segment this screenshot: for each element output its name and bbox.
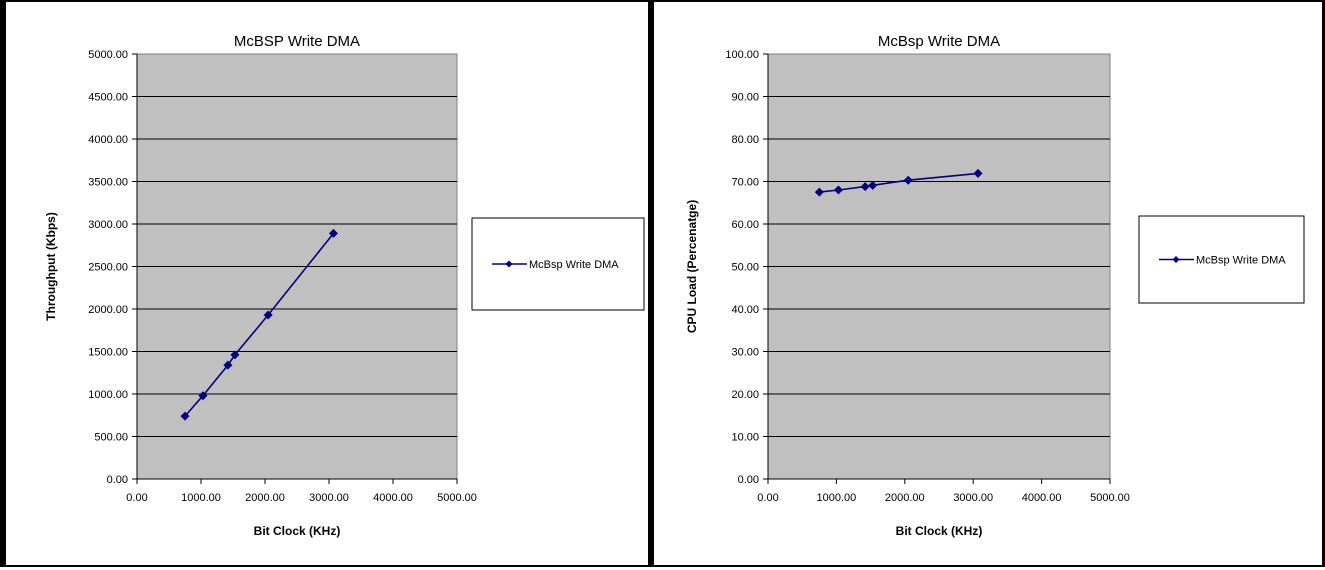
x-tick-label: 0.00 xyxy=(126,492,147,504)
y-tick-label: 3500.00 xyxy=(88,177,128,189)
x-tick-label: 1000.00 xyxy=(181,492,221,504)
data-point xyxy=(868,180,878,190)
y-tick-label: 5000.00 xyxy=(88,49,128,61)
y-tick-label: 90.00 xyxy=(731,92,759,104)
legend-marker xyxy=(505,260,513,268)
x-axis-label: Bit Clock (KHz) xyxy=(254,524,341,538)
data-point xyxy=(860,182,870,192)
chart-panel-throughput: 0.00 500.00 1000.00 1500.00 2000.00 2500.00 30… xyxy=(0,0,651,567)
data-point xyxy=(230,350,240,360)
y-tick-label: 10.00 xyxy=(731,432,759,444)
data-point xyxy=(328,228,338,238)
chart-panel-cpu-load: 0.00 10.00 20.00 30.00 40.00 50.00 60.00 70.00 8… xyxy=(651,0,1325,567)
throughput-chart: 0.00 500.00 1000.00 1500.00 2000.00 2500.00 30… xyxy=(44,33,645,538)
y-tick-label: 30.00 xyxy=(731,347,759,359)
y-tick-label: 0.00 xyxy=(107,474,128,486)
legend-label: McBsp Write DMA xyxy=(529,259,619,271)
y-axis-label: CPU Load (Percenatge) xyxy=(685,200,699,333)
x-tick-label: 4000.00 xyxy=(1022,492,1062,504)
data-point xyxy=(198,391,208,401)
y-tick-label: 2000.00 xyxy=(88,304,128,316)
y-tick-label: 1500.00 xyxy=(88,347,128,359)
y-tick-label: 4000.00 xyxy=(88,134,128,146)
x-tick-label: 1000.00 xyxy=(817,492,857,504)
y-tick-label: 500.00 xyxy=(94,432,128,444)
y-tick-label: 4500.00 xyxy=(88,92,128,104)
y-tick-label: 50.00 xyxy=(731,262,759,274)
data-point xyxy=(833,185,843,195)
data-point xyxy=(180,411,190,421)
y-tick-label: 2500.00 xyxy=(88,262,128,274)
y-tick-label: 100.00 xyxy=(725,49,759,61)
x-tick-label: 5000.00 xyxy=(1090,492,1130,504)
x-tick-label: 0.00 xyxy=(757,492,778,504)
y-tick-label: 20.00 xyxy=(731,389,759,401)
x-axis-label: Bit Clock (KHz) xyxy=(896,524,983,538)
legend-marker xyxy=(1172,256,1180,263)
y-tick-label: 80.00 xyxy=(731,134,759,146)
legend-label: McBsp Write DMA xyxy=(1196,255,1286,267)
data-point xyxy=(223,360,233,370)
x-tick-label: 2000.00 xyxy=(245,492,285,504)
data-point xyxy=(973,168,983,178)
x-tick-label: 2000.00 xyxy=(885,492,925,504)
x-tick-label: 3000.00 xyxy=(953,492,993,504)
y-tick-label: 1000.00 xyxy=(88,389,128,401)
y-tick-label: 70.00 xyxy=(731,177,759,189)
data-point xyxy=(814,187,824,197)
x-tick-label: 3000.00 xyxy=(309,492,349,504)
y-tick-label: 60.00 xyxy=(731,219,759,231)
chart-title: McBSP Write DMA xyxy=(234,33,360,50)
chart-title: McBsp Write DMA xyxy=(878,33,1000,50)
y-tick-label: 3000.00 xyxy=(88,219,128,231)
cpu-load-chart: 0.00 10.00 20.00 30.00 40.00 50.00 60.00 70.00 8… xyxy=(685,33,1305,538)
x-tick-label: 5000.00 xyxy=(437,492,477,504)
data-point xyxy=(903,175,913,185)
series-line xyxy=(184,232,335,417)
x-tick-label: 4000.00 xyxy=(373,492,413,504)
y-tick-label: 40.00 xyxy=(731,304,759,316)
data-point xyxy=(263,310,273,320)
y-axis-label: Throughput (Kbps) xyxy=(44,212,58,321)
y-tick-label: 0.00 xyxy=(738,474,759,486)
